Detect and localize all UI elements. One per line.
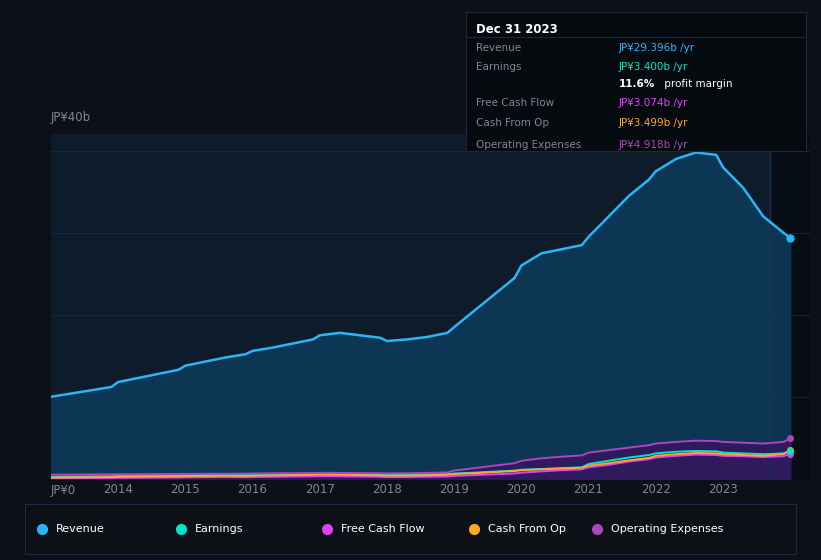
Text: Cash From Op: Cash From Op	[488, 524, 566, 534]
Text: JP¥3.499b /yr: JP¥3.499b /yr	[619, 118, 688, 128]
Text: Earnings: Earnings	[475, 62, 521, 72]
Text: JP¥0: JP¥0	[51, 484, 76, 497]
Text: 11.6%: 11.6%	[619, 79, 655, 89]
Text: Revenue: Revenue	[475, 43, 521, 53]
Text: Earnings: Earnings	[195, 524, 243, 534]
Bar	[770, 134, 810, 479]
Text: profit margin: profit margin	[662, 79, 733, 89]
Text: Dec 31 2023: Dec 31 2023	[475, 24, 557, 36]
Text: Operating Expenses: Operating Expenses	[475, 140, 581, 150]
Text: JP¥40b: JP¥40b	[51, 111, 91, 124]
Text: Revenue: Revenue	[56, 524, 104, 534]
Text: Free Cash Flow: Free Cash Flow	[341, 524, 424, 534]
Text: Cash From Op: Cash From Op	[475, 118, 548, 128]
Text: JP¥29.396b /yr: JP¥29.396b /yr	[619, 43, 695, 53]
Text: Operating Expenses: Operating Expenses	[611, 524, 723, 534]
Text: JP¥3.400b /yr: JP¥3.400b /yr	[619, 62, 688, 72]
Text: JP¥4.918b /yr: JP¥4.918b /yr	[619, 140, 688, 150]
Text: Free Cash Flow: Free Cash Flow	[475, 99, 554, 109]
Text: JP¥3.074b /yr: JP¥3.074b /yr	[619, 99, 688, 109]
